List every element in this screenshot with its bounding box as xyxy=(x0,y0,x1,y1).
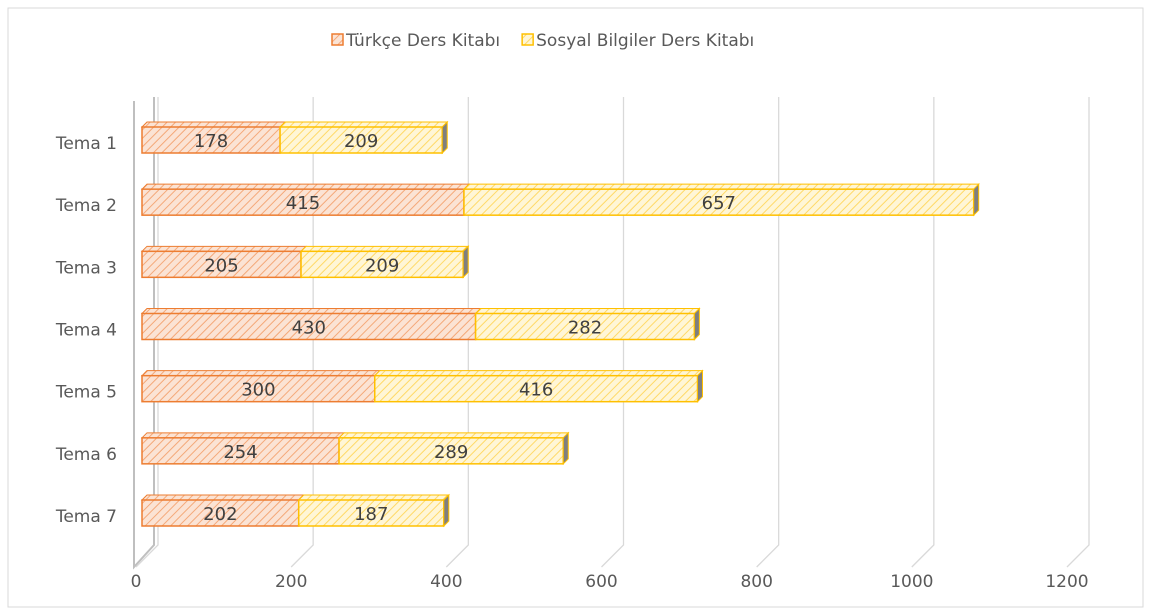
data-label: 254 xyxy=(223,442,257,463)
bar xyxy=(140,245,308,279)
data-label: 202 xyxy=(203,504,237,525)
grid-line xyxy=(601,97,625,568)
data-label: 300 xyxy=(241,380,275,401)
data-label: 415 xyxy=(286,193,320,214)
bar-front xyxy=(141,126,281,154)
data-label: 657 xyxy=(702,193,736,214)
bar xyxy=(278,120,449,155)
data-label: 209 xyxy=(344,131,378,152)
data-label: 282 xyxy=(568,318,602,339)
bar xyxy=(140,121,287,154)
bar xyxy=(474,307,701,341)
bar-side xyxy=(693,307,700,341)
legend-label: Sosyal Bilgiler Ders Kitabı xyxy=(536,31,754,51)
bar xyxy=(140,183,471,216)
bar xyxy=(297,493,451,528)
x-tick-label: 600 xyxy=(585,572,617,592)
bar-side xyxy=(441,120,448,155)
y-tick-label: Tema 5 xyxy=(55,383,117,403)
bar-front xyxy=(141,250,302,279)
y-tick-label: Tema 3 xyxy=(55,258,117,278)
x-tick-label: 800 xyxy=(740,572,772,592)
data-label: 289 xyxy=(434,442,468,463)
y-tick-label: Tema 2 xyxy=(55,196,117,216)
bar-front xyxy=(374,374,699,403)
bar-side xyxy=(973,182,980,217)
grid-line xyxy=(756,97,780,568)
bar xyxy=(140,432,346,465)
y-tick-label: Tema 1 xyxy=(55,134,117,154)
bar-front xyxy=(141,312,477,341)
bar xyxy=(373,369,704,403)
x-tick-label: 200 xyxy=(275,572,307,592)
legend-swatch xyxy=(331,33,344,46)
grid-line xyxy=(1066,97,1090,568)
bar xyxy=(462,182,980,217)
bar xyxy=(337,431,570,466)
bar-front xyxy=(141,374,376,403)
bar-front xyxy=(141,437,340,465)
bar xyxy=(140,370,381,403)
bar xyxy=(299,245,470,279)
x-tick-label: 400 xyxy=(430,572,462,592)
legend-label: Türkçe Ders Kitabı xyxy=(345,31,500,51)
y-tick-label: Tema 7 xyxy=(55,507,117,527)
bar-side xyxy=(562,431,569,466)
bar-side xyxy=(462,245,469,279)
bar xyxy=(140,494,305,527)
bar-front xyxy=(474,312,696,341)
bar-front xyxy=(279,126,443,154)
data-label: 178 xyxy=(194,131,228,152)
bar xyxy=(140,308,482,341)
data-label: 205 xyxy=(204,255,238,276)
legend: Türkçe Ders Kitabı Sosyal Bilgiler Ders K… xyxy=(331,31,754,51)
grid-line xyxy=(911,97,935,568)
x-tick-label: 0 xyxy=(131,572,142,592)
bar-side xyxy=(443,493,450,528)
bar-front xyxy=(297,499,445,527)
bar-front xyxy=(300,250,464,279)
data-label: 416 xyxy=(519,380,553,401)
y-tick-label: Tema 6 xyxy=(55,445,117,465)
y-tick-label: Tema 4 xyxy=(55,321,117,341)
data-label: 430 xyxy=(292,318,326,339)
data-label: 209 xyxy=(365,255,399,276)
bar-front xyxy=(141,188,465,216)
data-label: 187 xyxy=(354,504,388,525)
legend-swatch xyxy=(521,33,534,46)
x-tick-label: 1000 xyxy=(890,572,933,592)
bar-side xyxy=(696,369,703,403)
x-tick-label: 1200 xyxy=(1045,572,1088,592)
